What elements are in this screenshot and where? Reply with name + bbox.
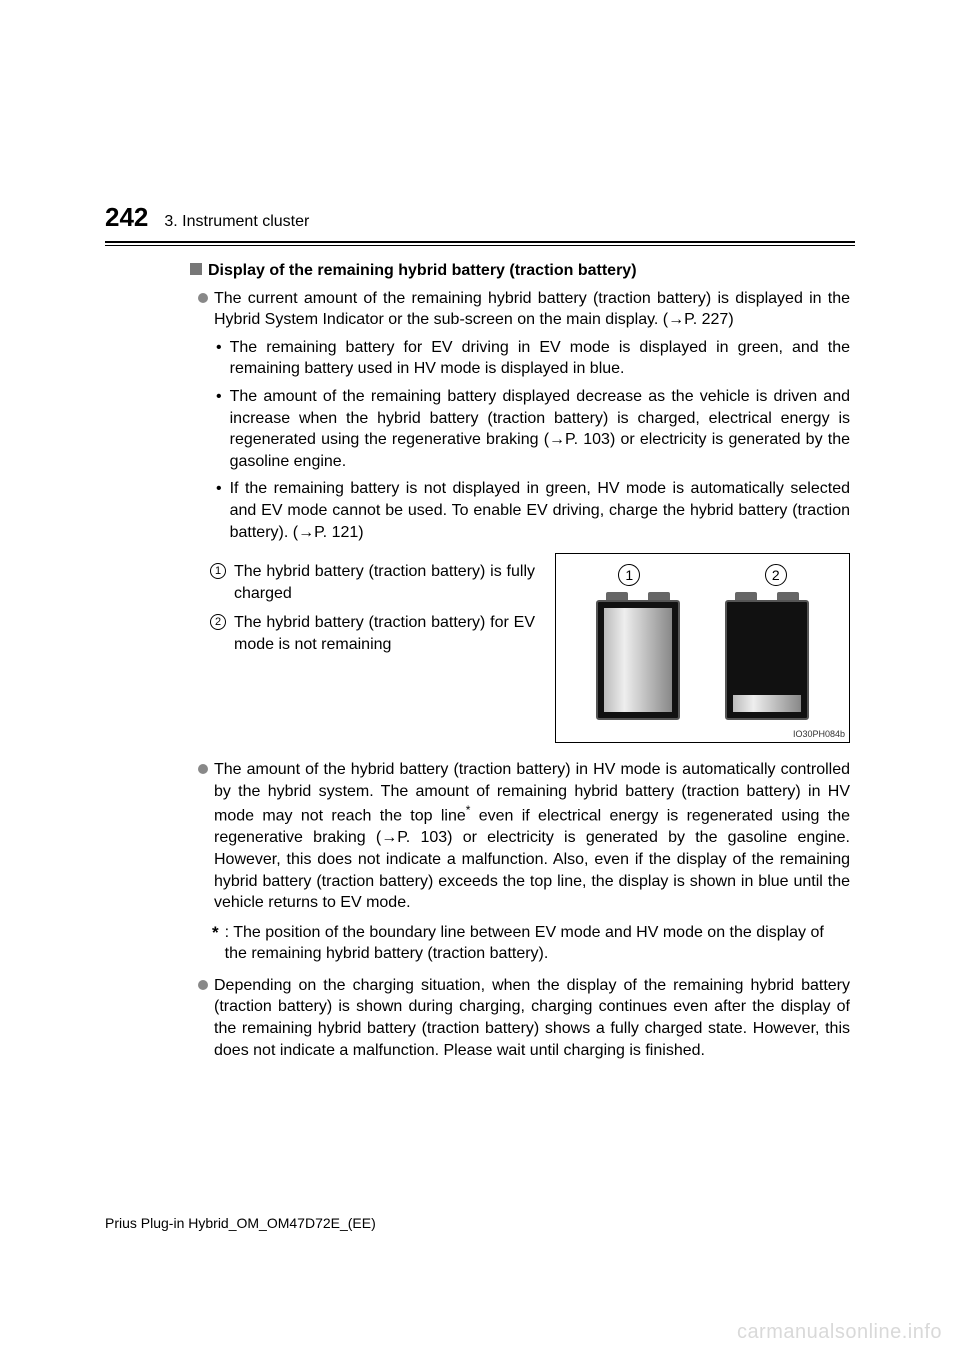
bullet-icon xyxy=(198,980,208,990)
sub-bullet-icon: • xyxy=(216,478,222,543)
bullet-item: Depending on the charging situation, whe… xyxy=(190,975,850,1061)
page-header: 242 3. Instrument cluster xyxy=(105,200,855,241)
sub-bullet-item: • The remaining battery for EV driving i… xyxy=(190,337,850,380)
page-number: 242 xyxy=(105,200,148,235)
battery-icons xyxy=(556,592,849,720)
bullet-text: The amount of the hybrid battery (tracti… xyxy=(214,759,850,913)
manual-page: 242 3. Instrument cluster Display of the… xyxy=(0,0,960,1061)
bullet-icon xyxy=(198,293,208,303)
sub-bullet-icon: • xyxy=(216,386,222,472)
circled-2-icon: 2 xyxy=(210,614,226,630)
footnote-text: : The position of the boundary line betw… xyxy=(225,922,850,965)
bullet-item: The current amount of the remaining hybr… xyxy=(190,288,850,331)
figure-labels: 1 2 xyxy=(556,562,849,586)
numbered-item: 1 The hybrid battery (traction battery) … xyxy=(190,561,535,604)
sub-bullet-icon: • xyxy=(216,337,222,380)
watermark: carmanualsonline.info xyxy=(737,1319,942,1346)
battery-full-icon xyxy=(588,592,688,720)
sub-bullet-text: The remaining battery for EV driving in … xyxy=(230,337,850,380)
battery-low-icon xyxy=(717,592,817,720)
sub-bullet-text: The amount of the remaining battery disp… xyxy=(230,386,850,472)
numbered-item: 2 The hybrid battery (traction battery) … xyxy=(190,612,535,655)
circled-1-icon: 1 xyxy=(618,564,640,586)
circled-1-icon: 1 xyxy=(210,563,226,579)
numbered-text: The hybrid battery (traction battery) is… xyxy=(234,561,535,604)
figure-row: 1 The hybrid battery (traction battery) … xyxy=(190,553,850,743)
footnote-item: * : The position of the boundary line be… xyxy=(190,922,850,965)
battery-figure: 1 2 xyxy=(555,553,850,743)
section-title: Display of the remaining hybrid battery … xyxy=(208,260,637,282)
circled-2-icon: 2 xyxy=(765,564,787,586)
figure-container: 1 2 xyxy=(555,553,850,743)
square-bullet-icon xyxy=(190,263,202,275)
section-heading: Display of the remaining hybrid battery … xyxy=(190,260,850,282)
bullet-item: The amount of the hybrid battery (tracti… xyxy=(190,759,850,913)
header-rule xyxy=(105,241,855,246)
bullet-text: Depending on the charging situation, whe… xyxy=(214,975,850,1061)
bullet-text: The current amount of the remaining hybr… xyxy=(214,288,850,331)
sub-bullet-text: If the remaining battery is not displaye… xyxy=(230,478,850,543)
sub-bullet-item: • The amount of the remaining battery di… xyxy=(190,386,850,472)
figure-captions: 1 The hybrid battery (traction battery) … xyxy=(190,553,535,743)
footer-text: Prius Plug-in Hybrid_OM_OM47D72E_(EE) xyxy=(105,1214,376,1233)
page-content: Display of the remaining hybrid battery … xyxy=(105,260,855,1061)
figure-code: IO30PH084b xyxy=(793,728,845,740)
bullet-icon xyxy=(198,764,208,774)
asterisk-icon: * xyxy=(212,924,219,965)
sub-bullet-item: • If the remaining battery is not displa… xyxy=(190,478,850,543)
numbered-text: The hybrid battery (traction battery) fo… xyxy=(234,612,535,655)
chapter-title: 3. Instrument cluster xyxy=(164,211,309,233)
